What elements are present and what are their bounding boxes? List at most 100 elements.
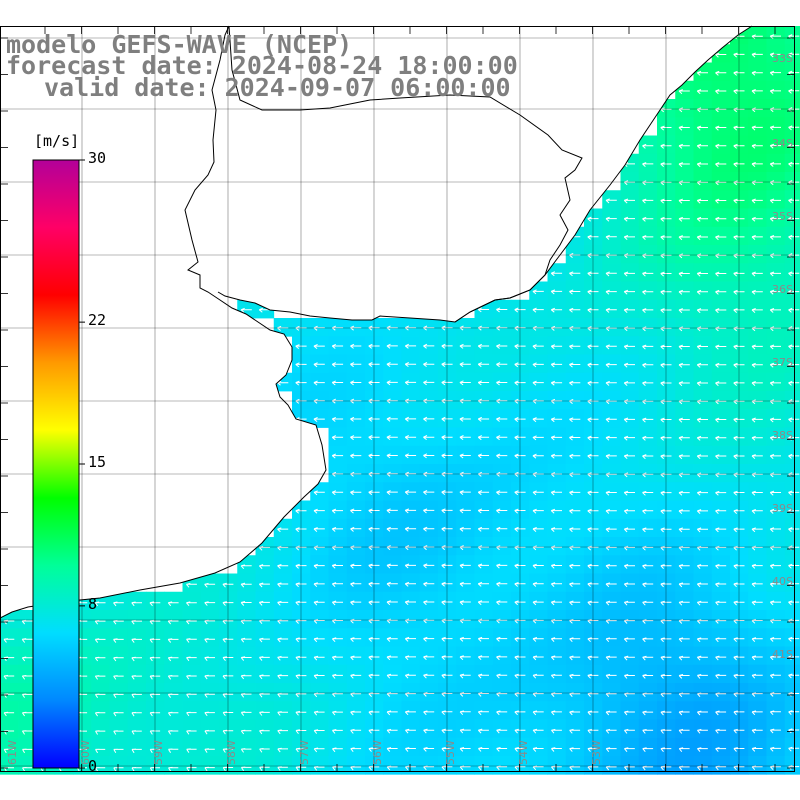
speed-cell xyxy=(748,208,767,228)
speed-cell xyxy=(182,646,202,666)
speed-cell xyxy=(766,281,786,301)
speed-cell xyxy=(365,628,384,647)
wind-vector xyxy=(751,527,763,533)
speed-cell xyxy=(602,537,621,556)
wind-vector xyxy=(331,508,343,514)
speed-cell xyxy=(638,190,658,209)
wind-vector xyxy=(131,619,142,625)
speed-cell xyxy=(346,719,366,739)
speed-cell xyxy=(219,628,238,647)
speed-cell xyxy=(18,664,37,684)
speed-cell xyxy=(711,445,731,465)
speed-cell xyxy=(565,701,585,720)
wind-vector xyxy=(696,509,708,514)
speed-cell xyxy=(492,445,512,465)
wind-vector xyxy=(569,362,581,368)
wind-vector xyxy=(496,655,508,661)
lat-label: 33S xyxy=(772,52,793,65)
wind-vector xyxy=(350,508,362,514)
wind-vector xyxy=(678,637,690,643)
wind-vector xyxy=(696,655,708,661)
speed-cell xyxy=(127,610,147,629)
speed-cell xyxy=(711,628,731,647)
wind-vector xyxy=(131,693,142,698)
speed-cell xyxy=(438,683,457,702)
speed-cell xyxy=(565,610,585,629)
speed-cell xyxy=(91,628,110,647)
wind-vector xyxy=(313,490,325,496)
wind-vector xyxy=(623,289,635,295)
speed-cell xyxy=(693,172,713,191)
speed-cell xyxy=(711,555,731,574)
speed-cell xyxy=(438,500,457,520)
speed-cell xyxy=(237,701,256,720)
wind-vector xyxy=(113,748,124,754)
speed-cell xyxy=(365,555,384,574)
speed-cell xyxy=(146,628,165,647)
wind-vector xyxy=(623,600,635,606)
speed-cell xyxy=(657,445,676,465)
wind-vector xyxy=(423,655,435,661)
speed-cell xyxy=(565,427,585,447)
speed-cell xyxy=(529,719,548,739)
speed-cell xyxy=(91,719,110,739)
speed-cell xyxy=(529,555,548,574)
wind-vector xyxy=(751,454,763,459)
speed-cell xyxy=(693,117,713,136)
speed-cell xyxy=(511,336,530,355)
wind-vector xyxy=(642,198,654,204)
speed-cell xyxy=(748,336,767,355)
wind-vector xyxy=(532,673,544,679)
speed-cell xyxy=(474,646,494,666)
wind-vector xyxy=(623,308,635,313)
speed-cell xyxy=(456,537,475,556)
speed-cell xyxy=(255,683,275,702)
speed-cell xyxy=(511,409,530,428)
wind-vector xyxy=(350,453,362,459)
speed-cell xyxy=(693,737,713,757)
wind-vector xyxy=(788,636,800,642)
speed-cell xyxy=(456,683,475,702)
speed-cell xyxy=(529,482,548,501)
speed-cell xyxy=(766,245,786,264)
speed-cell xyxy=(693,391,713,410)
speed-cell xyxy=(182,756,202,775)
speed-cell xyxy=(693,99,713,118)
speed-cell xyxy=(657,208,676,228)
speed-cell xyxy=(748,537,767,556)
speed-cell xyxy=(91,683,110,702)
speed-cell xyxy=(584,573,603,593)
speed-cell xyxy=(675,664,694,684)
speed-cell xyxy=(255,555,275,574)
speed-cell xyxy=(237,573,256,593)
wind-vector xyxy=(569,563,581,569)
lat-label: 34S xyxy=(772,137,793,150)
speed-cell xyxy=(693,336,713,355)
speed-cell xyxy=(328,610,348,629)
colorbar-tick-label: 30 xyxy=(88,149,107,168)
wind-vector xyxy=(477,416,490,422)
speed-cell xyxy=(657,299,676,319)
speed-cell xyxy=(657,610,676,629)
speed-cell xyxy=(419,537,439,556)
wind-vector xyxy=(642,564,654,569)
speed-cell xyxy=(401,500,421,520)
speed-cell xyxy=(547,591,567,611)
speed-cell xyxy=(638,518,658,538)
wind-vector xyxy=(623,435,635,441)
speed-cell xyxy=(383,482,402,501)
speed-cell xyxy=(711,737,731,757)
speed-cell xyxy=(766,646,786,666)
speed-cell xyxy=(547,756,567,775)
wind-vector xyxy=(715,52,727,58)
wind-vector xyxy=(769,563,781,569)
wind-vector xyxy=(405,728,416,734)
wind-vector xyxy=(623,362,635,368)
speed-cell xyxy=(529,409,548,428)
speed-cell xyxy=(711,464,731,483)
wind-vector xyxy=(404,526,417,532)
wind-vector xyxy=(332,747,343,753)
speed-cell xyxy=(657,537,676,556)
wind-vector xyxy=(167,619,179,625)
speed-cell xyxy=(657,318,676,337)
